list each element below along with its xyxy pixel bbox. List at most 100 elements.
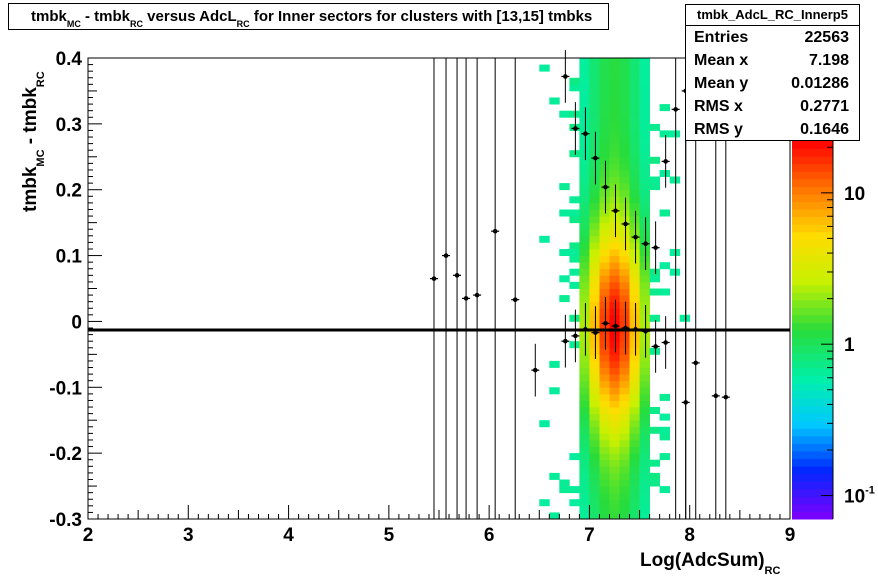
- heat-cell: [649, 479, 660, 487]
- palette-swatch: [792, 405, 833, 414]
- heat-cell: [589, 479, 600, 487]
- heat-cell: [589, 130, 600, 138]
- palette-swatch: [792, 345, 833, 354]
- heat-cell: [589, 380, 600, 388]
- heat-cell: [579, 486, 590, 494]
- heat-cell: [629, 123, 640, 131]
- heat-cell: [639, 123, 650, 131]
- heat-cell: [599, 354, 610, 362]
- heat-cell: [589, 183, 600, 191]
- heat-cell: [579, 400, 590, 408]
- heat-cell: [629, 255, 640, 263]
- heat-cell: [599, 209, 610, 217]
- heat-cell: [659, 262, 670, 270]
- profile-point: [671, 107, 680, 112]
- heat-cell: [599, 472, 610, 480]
- heat-cell: [639, 499, 650, 507]
- heat-cell: [639, 189, 650, 197]
- heat-cell: [579, 163, 590, 171]
- heat-cell: [599, 374, 610, 382]
- heat-cell: [599, 77, 610, 85]
- palette-swatch: [792, 231, 833, 240]
- profile-point: [429, 276, 438, 281]
- heat-cell: [609, 426, 620, 434]
- heat-cell: [599, 216, 610, 224]
- heat-cell: [589, 150, 600, 158]
- heat-cell: [589, 84, 600, 92]
- palette-label: 1: [844, 335, 855, 356]
- heat-cell: [599, 156, 610, 164]
- heat-cell: [639, 229, 650, 237]
- heat-cell: [609, 492, 620, 500]
- heat-cell: [639, 216, 650, 224]
- heat-cell: [579, 229, 590, 237]
- heat-cell: [629, 163, 640, 171]
- heat-cell: [619, 170, 630, 177]
- heat-cell: [639, 163, 650, 171]
- heat-cell: [599, 380, 610, 388]
- heat-cell: [599, 104, 610, 112]
- y-tick-label: 0.2: [56, 181, 82, 202]
- heat-cell: [629, 110, 640, 118]
- heat-cell: [579, 209, 590, 217]
- heat-cell: [629, 84, 640, 92]
- heat-cell: [639, 242, 650, 250]
- heat-cell: [619, 202, 630, 210]
- heat-cell: [559, 275, 570, 283]
- palette-swatch: [792, 186, 833, 195]
- heat-cell: [609, 295, 620, 303]
- heat-cell: [609, 360, 620, 368]
- heat-cell: [589, 374, 600, 382]
- heat-cell: [609, 440, 620, 447]
- heat-cell: [639, 117, 650, 125]
- heat-cell: [609, 97, 620, 105]
- heat-cell: [639, 466, 650, 474]
- profile-point: [641, 241, 650, 247]
- heat-cell: [629, 486, 640, 494]
- heat-cell: [609, 235, 620, 243]
- heat-cell: [579, 512, 590, 520]
- heat-cell: [619, 97, 630, 105]
- heat-cell: [599, 163, 610, 171]
- heat-cell: [629, 387, 640, 395]
- heat-cell: [579, 64, 590, 72]
- heat-cell: [579, 301, 590, 309]
- heat-cell: [619, 275, 630, 283]
- profile-point: [611, 323, 620, 329]
- profile-point: [681, 400, 690, 405]
- heat-cell: [639, 341, 650, 349]
- heat-cell: [579, 281, 590, 289]
- profile-point: [561, 338, 570, 344]
- heat-cell: [629, 229, 640, 237]
- heat-cell: [599, 64, 610, 72]
- palette-swatch: [792, 390, 833, 399]
- heat-cell: [579, 90, 590, 98]
- heat-cell: [589, 505, 600, 513]
- profile-point: [591, 330, 600, 335]
- heat-cell: [629, 492, 640, 500]
- palette-swatch: [792, 375, 833, 384]
- heat-cell: [589, 288, 600, 296]
- heat-cell: [609, 176, 620, 184]
- heat-cell: [579, 58, 590, 65]
- palette-swatch: [792, 156, 833, 165]
- y-tick-label: 0.1: [56, 247, 83, 268]
- heat-cell: [579, 262, 590, 270]
- heat-cell: [609, 281, 620, 289]
- heat-cell: [599, 189, 610, 197]
- heat-cell: [639, 413, 650, 421]
- heat-cell: [599, 170, 610, 177]
- heat-cell: [609, 347, 620, 355]
- heat-cell: [589, 196, 600, 204]
- palette-swatch: [792, 435, 833, 444]
- heat-cell: [539, 499, 550, 507]
- palette-swatch: [792, 284, 833, 293]
- heat-cell: [629, 328, 640, 335]
- heat-cell: [579, 440, 590, 447]
- stats-row-rms-y: RMS y 0.1646: [694, 121, 849, 138]
- heat-cell: [619, 249, 630, 256]
- heat-cell: [609, 123, 620, 131]
- palette-swatch: [792, 458, 833, 467]
- heat-cell: [589, 446, 600, 454]
- heat-cell: [569, 196, 580, 204]
